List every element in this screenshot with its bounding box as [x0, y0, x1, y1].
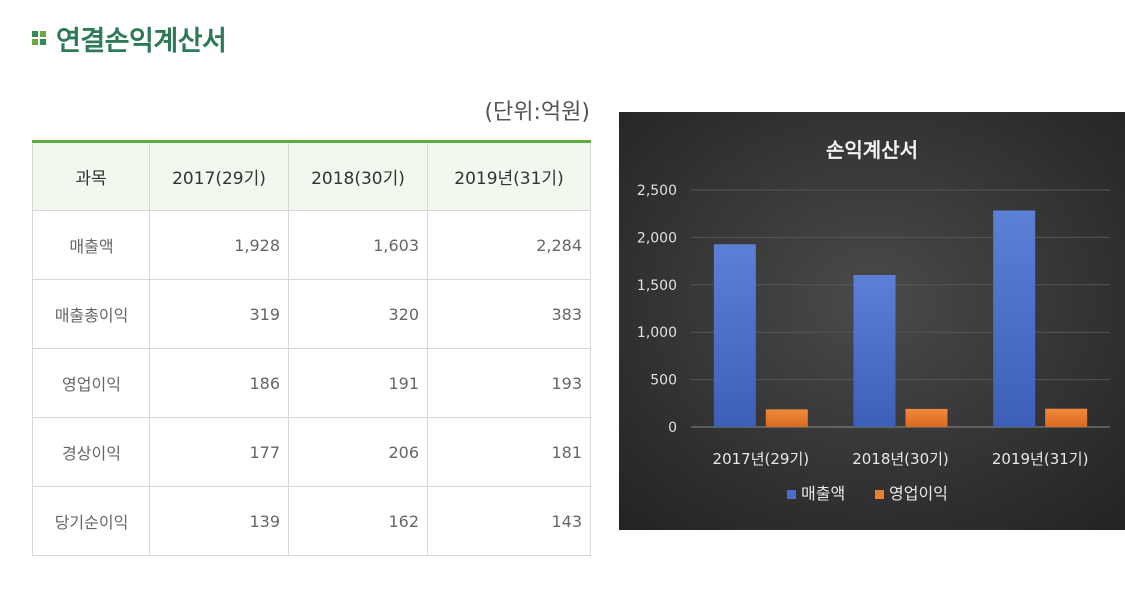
- row-label: 영업이익: [32, 348, 150, 418]
- table-cell: 186: [149, 348, 289, 418]
- bar-operating-income: [1045, 408, 1088, 427]
- table-header-row: 과목 2017(29기) 2018(30기) 2019년(31기): [32, 140, 591, 211]
- column-header: 과목: [32, 140, 150, 211]
- table-row: 영업이익 186 191 193: [32, 348, 591, 418]
- chart-svg: 손익계산서 0 500 1,000 1,500 2,000 2,500 2017년(29기)…: [619, 112, 1125, 530]
- table-cell: 319: [149, 279, 289, 349]
- legend-label: 매출액: [801, 484, 845, 503]
- table-cell: 1,603: [288, 210, 428, 280]
- row-label: 매출액: [32, 210, 150, 280]
- table-cell: 191: [288, 348, 428, 418]
- title-bullet-icon: [32, 31, 46, 45]
- page-title-text: 연결손익계산서: [56, 25, 227, 57]
- table-row: 매출총이익 319 320 383: [32, 279, 591, 349]
- page-title: 연결손익계산서: [32, 18, 227, 58]
- row-label: 당기순이익: [32, 486, 150, 556]
- x-tick-label: 2019년(31기): [992, 450, 1089, 468]
- y-tick-label: 1,000: [637, 325, 677, 341]
- table-cell: 383: [427, 279, 591, 349]
- table-cell: 181: [427, 417, 591, 487]
- legend-swatch: [787, 490, 796, 499]
- bar-sales: [713, 244, 756, 427]
- table-cell: 139: [149, 486, 289, 556]
- table-cell: 1,928: [149, 210, 289, 280]
- y-tick-label: 2,500: [637, 183, 677, 199]
- x-tick-label: 2018년(30기): [852, 450, 949, 468]
- column-header: 2019년(31기): [427, 140, 591, 211]
- column-header: 2018(30기): [288, 140, 428, 211]
- chart-title: 손익계산서: [826, 138, 918, 162]
- row-label: 경상이익: [32, 417, 150, 487]
- table-cell: 162: [288, 486, 428, 556]
- table-row: 당기순이익 139 162 143: [32, 486, 591, 556]
- table-cell: 206: [288, 417, 428, 487]
- income-statement-table: 과목 2017(29기) 2018(30기) 2019년(31기) 매출액 1,…: [32, 140, 591, 556]
- legend-label: 영업이익: [889, 484, 948, 503]
- y-tick-label: 2,000: [637, 230, 677, 246]
- table-row: 매출액 1,928 1,603 2,284: [32, 210, 591, 280]
- bar-operating-income: [765, 409, 808, 427]
- income-chart: 손익계산서 0 500 1,000 1,500 2,000 2,500 2017년(29기)…: [619, 112, 1125, 530]
- bar-sales: [853, 275, 896, 427]
- table-cell: 193: [427, 348, 591, 418]
- bar-operating-income: [905, 408, 948, 427]
- table-row: 경상이익 177 206 181: [32, 417, 591, 487]
- row-label: 매출총이익: [32, 279, 150, 349]
- y-tick-label: 500: [650, 373, 677, 389]
- bar-sales: [993, 210, 1036, 427]
- y-tick-label: 1,500: [637, 278, 677, 294]
- column-header: 2017(29기): [149, 140, 289, 211]
- table-cell: 177: [149, 417, 289, 487]
- x-tick-label: 2017년(29기): [713, 450, 810, 468]
- legend-swatch: [875, 490, 884, 499]
- table-cell: 320: [288, 279, 428, 349]
- y-tick-label: 0: [668, 420, 677, 436]
- table-cell: 2,284: [427, 210, 591, 280]
- table-cell: 143: [427, 486, 591, 556]
- unit-label: (단위:억원): [484, 100, 590, 125]
